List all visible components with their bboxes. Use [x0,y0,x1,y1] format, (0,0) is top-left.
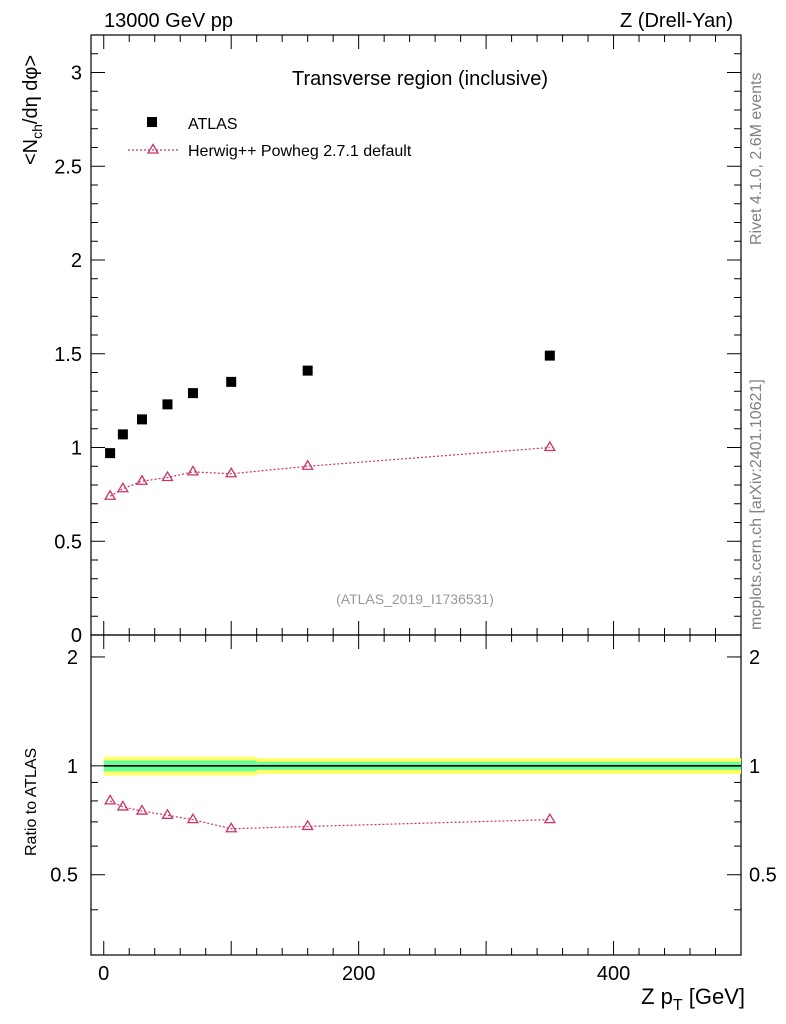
ratio-mc-point [135,804,149,815]
ratio-tick-label-right: 0.5 [749,865,777,887]
header-process: Z (Drell-Yan) [620,10,733,32]
mc-point [161,470,174,482]
ratio-mc-line [109,800,550,830]
plot-title: Transverse region (inclusive) [292,68,548,90]
header-energy: 13000 GeV pp [104,10,233,32]
ratio-data-layer [103,756,741,833]
atlas-point [105,448,116,459]
ratio-mc-point [161,808,174,819]
ratio-tick-label-left: 1 [67,756,78,778]
y-tick-label: 2.5 [54,156,82,178]
atlas-point [136,414,147,425]
ratio-mc-point [301,819,314,831]
mc-series-line [109,446,550,497]
mc-point [103,489,117,500]
legend: ATLAS Herwig++ Powheg 2.7.1 default [128,116,412,160]
y-tick-label: 1.5 [54,344,82,366]
mc-point [225,466,238,478]
atlas-point [544,350,555,361]
main-y-ticks: 0 0.5 1 1.5 2 2.5 3 [54,34,741,647]
ratio-tick-label-left: 2 [67,647,78,669]
legend-atlas-label: ATLAS [188,116,238,133]
y-tick-label: 2 [71,250,82,272]
atlas-point [187,388,198,399]
x-tick-label: 200 [342,963,375,985]
ratio-tick-label-left: 0.5 [50,865,78,887]
rivet-version-label: Rivet 4.1.0, 2.6M events [748,72,765,245]
mc-point [116,481,129,493]
atlas-point [162,399,173,410]
mc-point [543,440,556,452]
ratio-tick-label-right: 2 [749,647,760,669]
y-axis-label: <Nch/dη dφ> [20,55,45,165]
mcplots-label: mcplots.cern.ch [arXiv:2401.10621] [748,379,765,630]
x-tick-label: 0 [98,963,109,985]
y-tick-label: 3 [71,63,82,85]
legend-atlas-marker [147,117,157,127]
x-axis-label: Z pT [GeV] [641,984,745,1014]
atlas-point [302,365,313,376]
ratio-mc-point [543,812,556,824]
legend-mc-label: Herwig++ Powheg 2.7.1 default [188,143,412,160]
ratio-mc-point [103,794,117,805]
main-data-layer [103,350,556,500]
atlas-point [117,429,128,440]
legend-mc-marker [146,143,160,154]
y-tick-label: 0.5 [54,531,82,553]
ratio-tick-label-right: 1 [749,756,760,778]
x-tick-label: 400 [597,963,630,985]
x-ticks: 0 200 400 [98,35,742,985]
ratio-y-axis-label: Ratio to ATLAS [23,748,40,856]
analysis-label: (ATLAS_2019_I1736531) [336,591,494,607]
ratio-mc-point [116,800,129,811]
mc-point [186,465,200,476]
mc-point [301,459,314,470]
y-tick-label: 0 [71,625,82,647]
ratio-panel-frame [90,634,742,956]
ratio-mc-point [225,821,238,833]
ratio-y-ticks: 0.5 0.5 1 1 2 2 [50,647,777,956]
y-tick-label: 1 [71,438,82,460]
mc-point [135,474,149,485]
ratio-mc-point [186,812,200,824]
atlas-point [226,376,237,387]
